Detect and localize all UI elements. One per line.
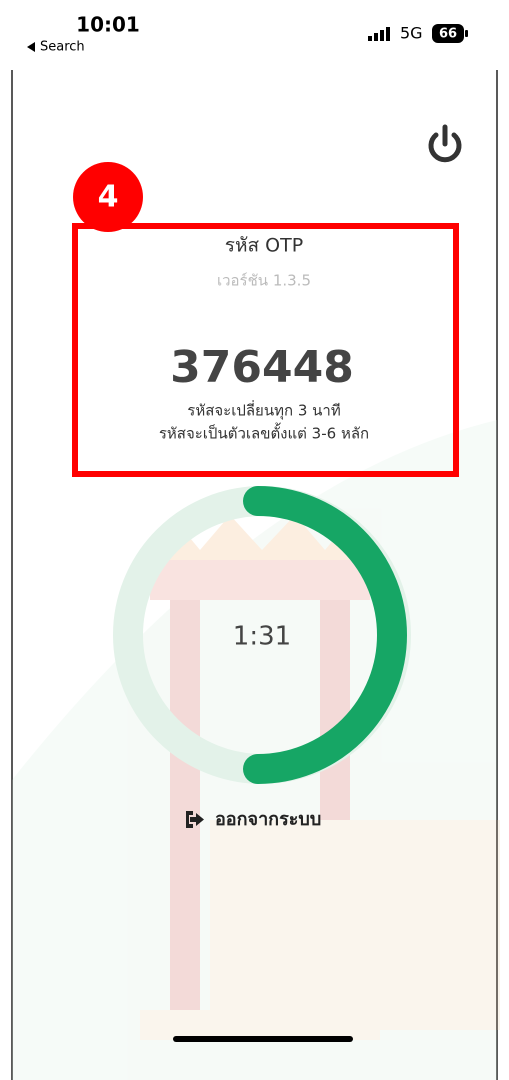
timer-text: 1:31 xyxy=(233,622,291,652)
logout-label[interactable]: ออกจากระบบ xyxy=(215,809,321,830)
screen: 10:01 Search 5G 66 4 รหัส OTP เวอร์ชัน 1… xyxy=(0,0,509,1080)
step-number: 4 xyxy=(98,180,119,215)
page: 10:01 Search 5G 66 4 รหัส OTP เวอร์ชัน 1… xyxy=(0,0,509,1080)
clock: 10:01 xyxy=(76,13,140,37)
home-indicator xyxy=(173,1036,353,1042)
battery-tip xyxy=(465,30,468,37)
otp-note: รหัสจะเปลี่ยนทุก 3 นาที xyxy=(187,400,340,421)
version-label: เวอร์ชัน 1.3.5 xyxy=(217,272,311,290)
network-label: 5G xyxy=(400,24,423,43)
battery-level: 66 xyxy=(439,27,457,42)
otp-title: รหัส OTP xyxy=(225,235,303,257)
otp-code: 376448 xyxy=(170,342,354,393)
back-label[interactable]: Search xyxy=(40,40,85,55)
otp-note: รหัสจะเป็นตัวเลขตั้งแต่ 3-6 หลัก xyxy=(159,423,369,443)
